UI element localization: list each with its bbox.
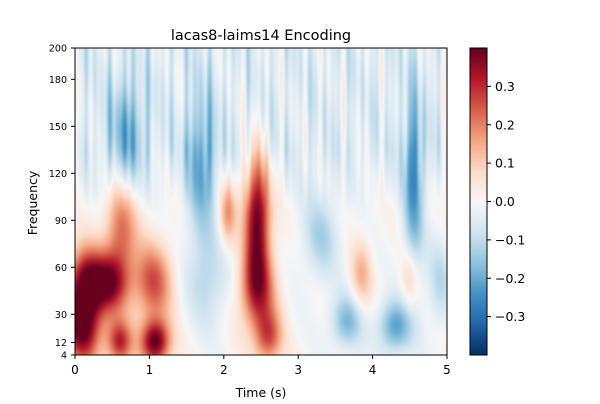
- x-tick-label: 1: [146, 363, 154, 377]
- colorbar-tick-label: −0.2: [495, 271, 525, 286]
- y-tick-label: 4: [61, 351, 67, 362]
- x-tick-label: 2: [220, 363, 228, 377]
- y-tick-label: 90: [55, 216, 67, 227]
- plot-frame: [74, 47, 448, 356]
- y-axis-label: Frequency: [25, 170, 40, 235]
- x-axis-label: Time (s): [235, 385, 287, 400]
- x-axis: 0 1 2 3 4 5: [71, 355, 451, 377]
- y-tick-label: 200: [49, 44, 67, 55]
- colorbar-tick-label: 0.3: [495, 79, 515, 94]
- colorbar-tick-label: 0.2: [495, 117, 515, 132]
- x-tick-label: 0: [71, 363, 79, 377]
- colorbar-tick-label: −0.3: [495, 309, 525, 324]
- heatmap-area: [75, 48, 447, 355]
- y-tick-label: 60: [55, 263, 67, 274]
- colorbar-tick-label: −0.1: [495, 232, 525, 247]
- x-tick-label: 4: [369, 363, 377, 377]
- colorbar-tick-label: 0.0: [495, 194, 515, 209]
- colorbar-tick-label: 0.1: [495, 156, 515, 171]
- colorbar-canvas: [470, 48, 487, 355]
- colorbar-axis: −0.3 −0.2 −0.1 0.0 0.1 0.2 0.3: [487, 79, 525, 324]
- y-tick-label: 180: [49, 75, 67, 86]
- heatmap-canvas: [75, 48, 447, 355]
- y-tick-label: 150: [49, 122, 67, 133]
- y-axis: 4 12 30 60 90 120 150 180 200: [49, 44, 75, 362]
- chart-title: lacas8-laims14 Encoding: [171, 28, 351, 44]
- y-tick-label: 12: [55, 338, 67, 349]
- y-tick-label: 30: [55, 310, 67, 321]
- colorbar-area: [470, 48, 487, 355]
- x-tick-label: 3: [294, 363, 302, 377]
- x-tick-label: 5: [443, 363, 451, 377]
- y-tick-label: 120: [49, 169, 67, 180]
